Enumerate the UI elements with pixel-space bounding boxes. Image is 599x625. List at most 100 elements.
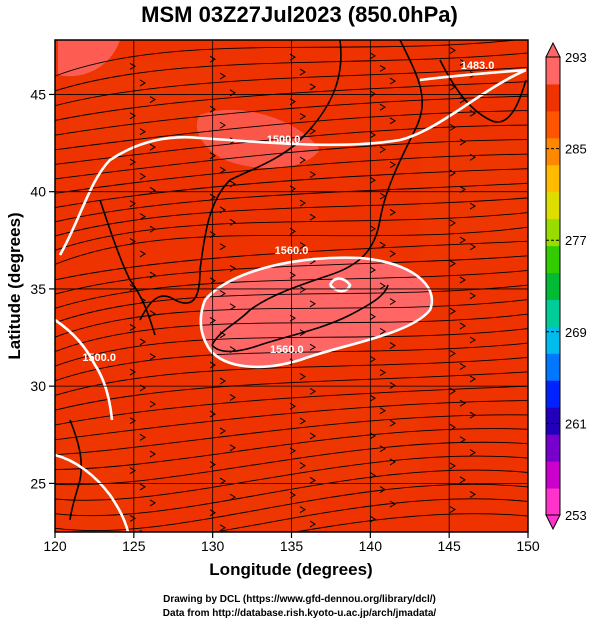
wind-arrow: [130, 559, 135, 565]
wind-arrow: [369, 266, 376, 274]
wind-arrow: [369, 131, 376, 139]
y-tick-label: 30: [30, 378, 46, 394]
wind-arrow: [459, 363, 466, 370]
colorbar-segment: [546, 218, 560, 247]
wind-streamlines: [55, 40, 528, 565]
credits-line-1: Drawing by DCL (https://www.gfd-dennou.o…: [163, 594, 436, 605]
streamline: [292, 513, 528, 532]
wind-arrow: [209, 277, 216, 285]
warm-core-main: [200, 257, 432, 367]
wind-arrow: [309, 171, 316, 178]
streamline: [55, 66, 528, 107]
wind-arrow: [149, 400, 156, 408]
colorbar-segment: [546, 83, 560, 112]
contour-line: [199, 256, 434, 369]
wind-arrow: [389, 382, 396, 389]
wind-arrow: [299, 199, 306, 207]
colorbar-segment: [546, 191, 560, 220]
coastlines: [69, 40, 527, 521]
wind-arrow: [209, 152, 216, 160]
wind-arrow: [449, 46, 456, 54]
wind-arrow: [129, 467, 136, 475]
wind-arrow: [309, 83, 316, 91]
colorbar-segment: [546, 326, 560, 354]
wind-arrow: [129, 514, 136, 522]
colorbar-segment: [546, 245, 560, 274]
wind-arrow: [449, 219, 456, 227]
wind-arrow: [379, 407, 386, 415]
wind-arrow: [449, 506, 456, 513]
wind-arrow: [459, 276, 466, 284]
wind-arrow: [209, 316, 216, 324]
contour-label: 1500.0: [267, 134, 301, 146]
wind-arrow: [139, 433, 146, 441]
streamline: [55, 139, 528, 180]
wind-arrow: [309, 343, 316, 351]
wind-arrow: [389, 250, 396, 258]
wind-arrow: [389, 161, 396, 169]
wind-arrow: [149, 96, 156, 103]
wind-arrow: [219, 243, 226, 251]
streamline: [55, 52, 528, 92]
wind-arrow: [229, 264, 236, 272]
wind-arrow: [139, 338, 146, 346]
wind-arrow: [379, 369, 386, 376]
colorbar-segment: [546, 299, 560, 327]
wind-arrow: [299, 112, 306, 120]
wind-arrow: [299, 68, 306, 76]
streamline: [55, 313, 528, 353]
wind-arrow: [219, 290, 226, 297]
wind-arrow: [209, 410, 216, 418]
wind-arrow: [150, 545, 155, 551]
wind-arrow: [379, 146, 386, 153]
colorbar-segment: [546, 164, 560, 193]
grid-lines: [55, 40, 528, 532]
wind-arrow: [469, 292, 476, 300]
field-patch: [230, 470, 320, 530]
streamline: [55, 414, 528, 456]
colorbar-segment: [546, 110, 560, 139]
wind-arrow: [299, 417, 306, 425]
wind-arrow: [469, 375, 476, 383]
warm-core-corner: [58, 40, 120, 77]
wind-arrow: [379, 327, 386, 335]
y-tick-label: 25: [30, 475, 46, 491]
streamline: [55, 95, 528, 136]
streamline: [55, 400, 528, 441]
x-tick-label: 135: [280, 538, 304, 554]
wind-arrow: [209, 105, 216, 113]
contour-line: [328, 277, 352, 293]
field-patch: [70, 60, 210, 140]
colorbar-arrow-top: [545, 41, 561, 58]
wind-arrow: [149, 271, 156, 279]
wind-arrow: [209, 509, 216, 517]
wind-arrow: [229, 303, 236, 311]
streamline: [212, 498, 528, 532]
wind-arrow: [149, 186, 156, 194]
colorbar-segment: [546, 137, 560, 166]
wind-arrow: [229, 493, 236, 501]
wind-arrow: [389, 419, 396, 427]
contour-line: [419, 68, 527, 82]
wind-arrow: [129, 200, 136, 208]
wind-arrow: [129, 368, 136, 376]
colorbar-arrow-bottom: [545, 514, 561, 531]
wind-arrow: [449, 307, 456, 315]
x-tick-label: 125: [122, 538, 146, 554]
wind-arrow: [469, 411, 476, 419]
coastline: [211, 284, 389, 353]
wind-arrow: [299, 242, 306, 249]
coastline: [439, 59, 527, 123]
wind-arrow: [469, 202, 476, 210]
streamline: [55, 197, 528, 237]
wind-arrow: [379, 64, 386, 72]
wind-arrow: [379, 486, 386, 493]
warm-core-region: [58, 40, 432, 367]
wind-arrow: [299, 156, 306, 164]
wind-arrow: [449, 350, 456, 357]
x-tick-label: 140: [359, 538, 383, 554]
streamline: [55, 240, 528, 281]
wind-arrow: [139, 128, 146, 136]
wind-arrow: [299, 373, 306, 381]
wind-arrow: [389, 208, 396, 216]
